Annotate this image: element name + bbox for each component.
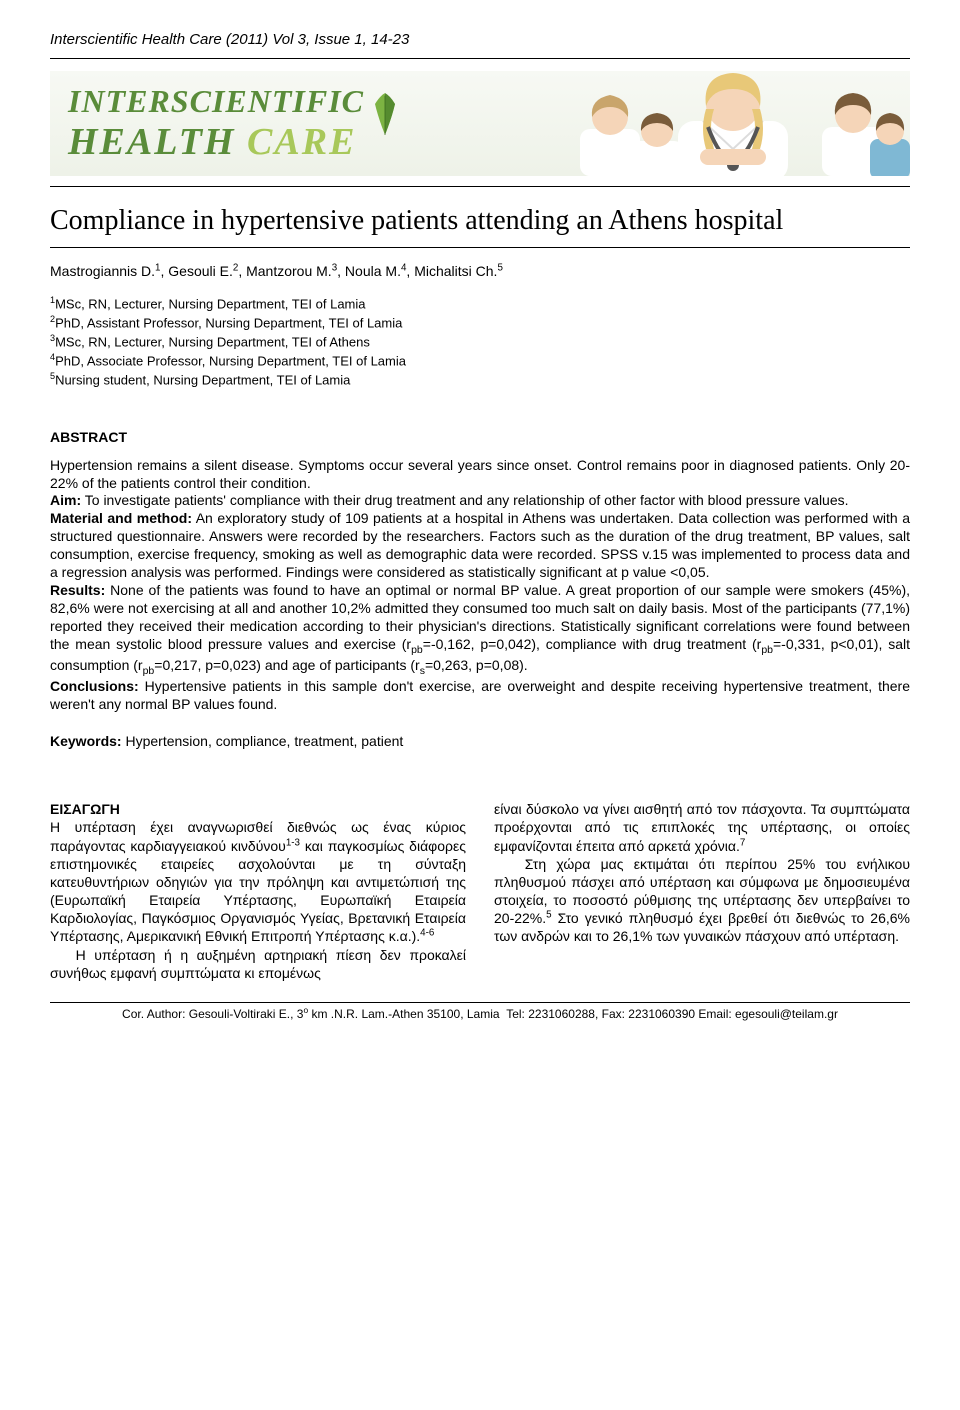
abstract-body: Hypertension remains a silent disease. S… — [50, 457, 910, 714]
intro-col-right: είναι δύσκολο να γίνει αισθητή από τον π… — [494, 800, 910, 982]
intro-columns: ΕΙΣΑΓΩΓΗ Η υπέρταση έχει αναγνωρισθεί δι… — [50, 800, 910, 982]
banner-line2: HEALTH CARE — [68, 118, 364, 167]
keywords-line: Keywords: Hypertension, compliance, trea… — [50, 732, 910, 750]
keywords-text: Hypertension, compliance, treatment, pat… — [122, 733, 404, 749]
medical-staff-illustration — [570, 71, 910, 176]
intro-col-left: ΕΙΣΑΓΩΓΗ Η υπέρταση έχει αναγνωρισθεί δι… — [50, 800, 466, 982]
affiliations-block: 1MSc, RN, Lecturer, Nursing Department, … — [50, 294, 910, 388]
intro-col2-text: είναι δύσκολο να γίνει αισθητή από τον π… — [494, 801, 910, 944]
keywords-label: Keywords: — [50, 733, 122, 749]
intro-col1-text: Η υπέρταση έχει αναγνωρισθεί διεθνώς ως … — [50, 819, 466, 981]
abstract-heading: ABSTRACT — [50, 428, 910, 446]
affiliation: 4PhD, Associate Professor, Nursing Depar… — [50, 351, 910, 370]
journal-reference: Interscientific Health Care (2011) Vol 3… — [50, 30, 910, 50]
divider — [50, 58, 910, 59]
banner-line2-p2: CARE — [247, 121, 356, 163]
corresponding-author-footer: Cor. Author: Gesouli-Voltiraki E., 3o km… — [50, 1002, 910, 1023]
banner-line1: INTERSCIENTIFIC — [68, 81, 364, 123]
divider — [50, 186, 910, 187]
banner-title: INTERSCIENTIFIC HEALTH CARE — [68, 81, 364, 168]
authors-line: Mastrogiannis D.1, Gesouli E.2, Mantzoro… — [50, 262, 910, 280]
article-title: Compliance in hypertensive patients atte… — [50, 203, 910, 239]
affiliation: 1MSc, RN, Lecturer, Nursing Department, … — [50, 294, 910, 313]
leaf-icon — [368, 89, 402, 139]
affiliation: 3MSc, RN, Lecturer, Nursing Department, … — [50, 332, 910, 351]
intro-heading: ΕΙΣΑΓΩΓΗ — [50, 801, 120, 817]
affiliation: 5Nursing student, Nursing Department, TE… — [50, 370, 910, 389]
affiliation: 2PhD, Assistant Professor, Nursing Depar… — [50, 313, 910, 332]
banner-line2-p1: HEALTH — [68, 121, 247, 163]
divider — [50, 247, 910, 248]
journal-banner: INTERSCIENTIFIC HEALTH CARE — [50, 71, 910, 176]
